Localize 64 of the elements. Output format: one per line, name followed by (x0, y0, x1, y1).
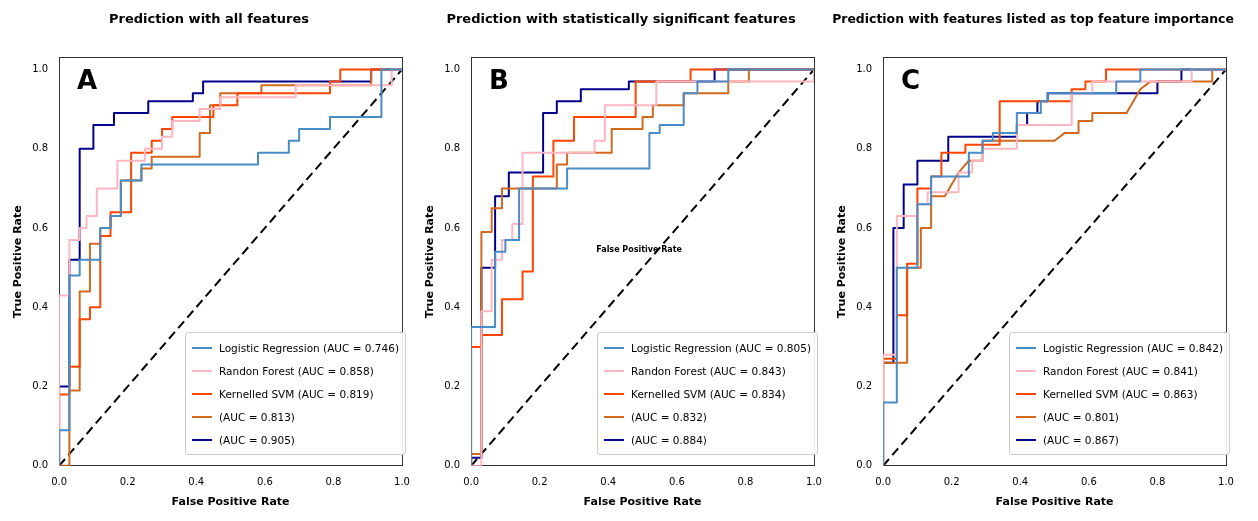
x-tick-label: 1.0 (806, 476, 822, 488)
legend-label: Randon Forest (AUC = 0.843) (631, 364, 786, 377)
y-tick-label: 1.0 (444, 63, 461, 75)
x-tick-label: 0.0 (875, 476, 892, 488)
y-axis-title: True Positive Rate (835, 205, 849, 319)
y-tick-label: 0.4 (32, 300, 49, 312)
chart-title: Prediction with statistically significant features (446, 11, 796, 27)
y-tick-label: 0.0 (444, 459, 461, 471)
y-tick-label: 0.6 (856, 221, 873, 233)
legend-label: (AUC = 0.813) (219, 410, 295, 423)
x-tick-label: 0.8 (325, 476, 342, 488)
annotation: False Positive Rate (596, 244, 683, 254)
legend-label: Randon Forest (AUC = 0.841) (1043, 364, 1198, 377)
x-tick-label: 0.6 (668, 476, 685, 488)
y-tick-label: 0.6 (444, 221, 461, 233)
y-tick-label: 1.0 (32, 63, 49, 75)
y-tick-label: 0.2 (856, 380, 873, 392)
x-tick-label: 0.2 (943, 476, 960, 488)
x-tick-label: 0.0 (51, 476, 68, 488)
x-tick-label: 0.6 (256, 476, 273, 488)
x-tick-label: 1.0 (1218, 476, 1234, 488)
legend-label: (AUC = 0.884) (631, 433, 707, 446)
legend-label: Kernelled SVM (AUC = 0.819) (219, 387, 374, 400)
y-tick-label: 0.4 (444, 300, 461, 312)
x-axis-title: False Positive Rate (171, 495, 290, 509)
y-tick-label: 0.2 (444, 380, 461, 392)
y-axis-title: True Positive Rate (11, 205, 25, 319)
y-tick-label: 0.8 (444, 142, 461, 154)
legend-label: (AUC = 0.832) (631, 410, 707, 423)
y-tick-label: 0.8 (856, 142, 873, 154)
x-tick-label: 0.8 (737, 476, 754, 488)
legend-label: Logistic Regression (AUC = 0.805) (631, 341, 811, 354)
legend-label: Logistic Regression (AUC = 0.842) (1043, 341, 1223, 354)
x-tick-label: 0.6 (1080, 476, 1097, 488)
legend-label: Logistic Regression (AUC = 0.746) (219, 341, 399, 354)
annotation: B (489, 65, 509, 96)
y-tick-label: 1.0 (856, 63, 873, 75)
legend-label: (AUC = 0.905) (219, 433, 295, 446)
chart-title: Prediction with features listed as top feature importance (832, 10, 1235, 27)
y-axis-title: True Positive Rate (423, 205, 437, 319)
x-axis-title: False Positive Rate (995, 495, 1114, 509)
x-axis-title: False Positive Rate (583, 495, 702, 509)
x-tick-label: 0.8 (1149, 476, 1166, 488)
legend-label: Kernelled SVM (AUC = 0.863) (1043, 387, 1198, 400)
legend-label: (AUC = 0.801) (1043, 410, 1119, 423)
x-tick-label: 0.4 (600, 476, 617, 488)
legend-label: Randon Forest (AUC = 0.858) (219, 364, 374, 377)
chart-title: Prediction with all features (109, 11, 310, 27)
x-tick-label: 0.2 (119, 476, 136, 488)
y-tick-label: 0.8 (32, 142, 49, 154)
y-tick-label: 0.2 (32, 380, 49, 392)
y-tick-label: 0.6 (32, 221, 49, 233)
x-tick-label: 0.0 (463, 476, 480, 488)
y-tick-label: 0.4 (856, 300, 873, 312)
x-tick-label: 1.0 (394, 476, 410, 488)
x-tick-label: 0.4 (188, 476, 205, 488)
x-tick-label: 0.4 (1012, 476, 1029, 488)
x-tick-label: 0.2 (531, 476, 548, 488)
legend-label: Kernelled SVM (AUC = 0.834) (631, 387, 786, 400)
annotation: A (77, 65, 98, 96)
legend-label: (AUC = 0.867) (1043, 433, 1119, 446)
annotation: C (901, 65, 921, 96)
y-tick-label: 0.0 (856, 459, 873, 471)
y-tick-label: 0.0 (32, 459, 49, 471)
